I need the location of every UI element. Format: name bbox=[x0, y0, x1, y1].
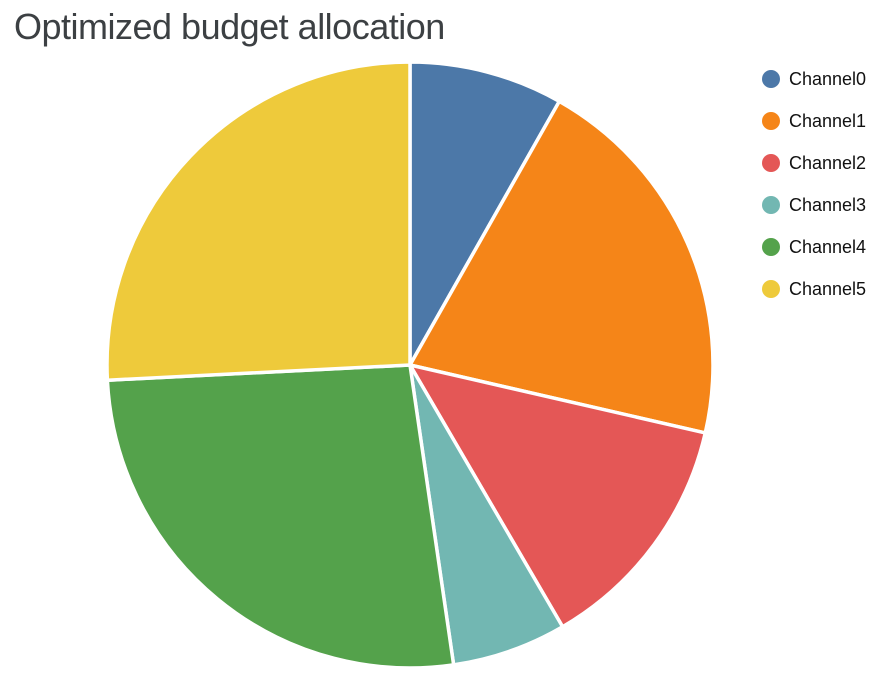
legend-item-channel2[interactable]: Channel2 bbox=[762, 150, 866, 176]
legend-label: Channel5 bbox=[789, 278, 867, 299]
legend-item-channel0[interactable]: Channel0 bbox=[762, 66, 866, 92]
pie-slice-channel2[interactable] bbox=[408, 363, 708, 629]
legend-swatch-channel2 bbox=[762, 154, 780, 172]
legend-item-channel4[interactable]: Channel4 bbox=[762, 234, 866, 260]
legend-swatch-channel1 bbox=[762, 112, 780, 130]
legend-item-channel5[interactable]: Channel5 bbox=[762, 276, 866, 302]
legend-swatch-channel3 bbox=[762, 196, 780, 214]
pie-slice-channel0[interactable] bbox=[408, 60, 562, 367]
pie-slice-channel1[interactable] bbox=[408, 99, 715, 435]
legend-label: Channel1 bbox=[789, 110, 867, 131]
legend-swatch-channel0 bbox=[762, 70, 780, 88]
pie-slice-channel3[interactable] bbox=[408, 363, 565, 667]
legend-item-channel1[interactable]: Channel1 bbox=[762, 108, 866, 134]
legend-label: Channel2 bbox=[789, 152, 867, 173]
legend: Channel0 Channel1 Channel2 Channel3 Channel4… bbox=[762, 66, 866, 318]
legend-item-channel3[interactable]: Channel3 bbox=[762, 192, 866, 218]
pie-slice-channel4[interactable] bbox=[105, 363, 456, 670]
chart-title: Optimized budget allocation bbox=[14, 6, 445, 47]
legend-swatch-channel4 bbox=[762, 238, 780, 256]
legend-label: Channel4 bbox=[789, 236, 867, 257]
legend-swatch-channel5 bbox=[762, 280, 780, 298]
legend-label: Channel0 bbox=[789, 68, 867, 89]
pie-slice-channel5[interactable] bbox=[105, 60, 412, 382]
legend-label: Channel3 bbox=[789, 194, 867, 215]
